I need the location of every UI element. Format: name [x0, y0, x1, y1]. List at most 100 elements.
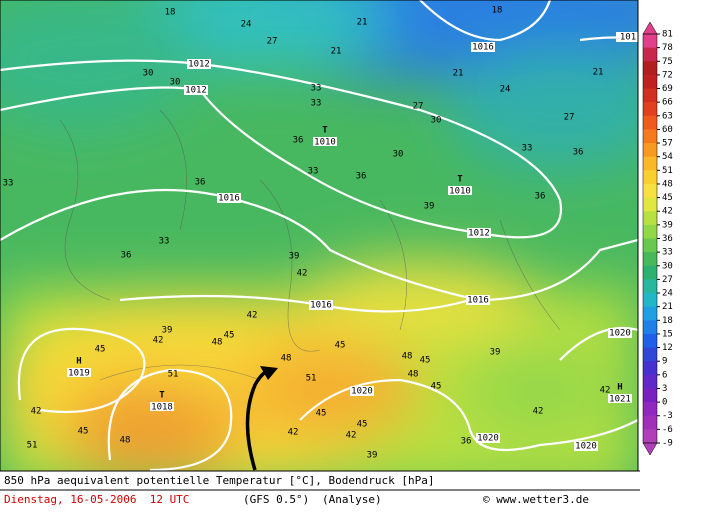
theta-label: 36 [535, 192, 546, 202]
theta-label: 42 [247, 311, 258, 321]
theta-label: 45 [357, 420, 368, 430]
colorbar-band [643, 293, 657, 308]
colorbar-band [643, 238, 657, 253]
isobar-label-bg [471, 42, 495, 52]
colorbar-band [643, 156, 657, 171]
isobar-label: 1016 [472, 43, 494, 53]
isobar-label-bg [217, 193, 241, 203]
theta-label: 33 [159, 237, 170, 247]
pressure-center-symbol: T [457, 175, 463, 185]
theta-label: 51 [306, 374, 317, 384]
theta-label: 36 [121, 251, 132, 261]
theta-label: 39 [424, 202, 435, 212]
colorbar-tick-label: 54 [662, 152, 673, 162]
isobar-label-bg [467, 228, 491, 238]
colorbar-band [643, 74, 657, 90]
theta-label: 45 [95, 345, 106, 355]
colorbar-tick-label: 27 [662, 275, 673, 285]
theta-label: 27 [564, 113, 575, 123]
theta-label: 33 [311, 84, 322, 94]
theta-label: 27 [267, 37, 278, 47]
colorbar-band [643, 102, 657, 117]
footer-run: (Analyse) [322, 493, 382, 506]
colorbar-band [643, 374, 657, 389]
colorbar-band [643, 61, 657, 76]
theta-label: 45 [335, 341, 346, 351]
colorbar-tick-label: 33 [662, 248, 673, 258]
pressure-center-label: 1018 [151, 403, 173, 413]
theta-label: 21 [453, 69, 464, 79]
isobar-label-bg [184, 85, 208, 95]
isobar-label: 1020 [477, 434, 499, 444]
colorbar-tick-label: 18 [662, 316, 673, 326]
colorbar-band [643, 115, 657, 130]
colorbar-band [643, 143, 657, 158]
isobar-label-bg [309, 300, 333, 310]
colorbar-tick-label: -3 [662, 411, 673, 421]
theta-label: 48 [212, 338, 223, 348]
isobar-label-bg [476, 433, 500, 443]
colorbar-band [643, 361, 657, 376]
theta-label: 42 [31, 407, 42, 417]
colorbar-band [643, 183, 657, 199]
colorbar-tick-label: 60 [662, 125, 673, 135]
colorbar-tick-label: 45 [662, 193, 673, 203]
colorbar-tick-label: 3 [662, 384, 667, 394]
pressure-center-label: 1021 [609, 395, 631, 405]
colorbar-band [643, 197, 657, 212]
theta-label: 33 [522, 144, 533, 154]
colorbar-band [643, 388, 657, 403]
pressure-center-bg [448, 186, 472, 195]
pressure-center-bg [67, 368, 91, 377]
theta-label: 51 [168, 370, 179, 380]
theta-label: 33 [308, 167, 319, 177]
colorbar-tick-label: 39 [662, 220, 673, 230]
colorbar-band [643, 47, 657, 62]
theta-label: 18 [492, 6, 503, 16]
isobar-label-bg [466, 295, 490, 305]
isobar-label: 101 [620, 33, 636, 43]
colorbar-band [643, 402, 657, 417]
colorbar-tick-label: 78 [662, 43, 673, 53]
colorbar-tick-label: 9 [662, 357, 667, 367]
colorbar-tick-label: 15 [662, 329, 673, 339]
isobar-label-bg [574, 441, 598, 451]
colorbar-band [643, 224, 657, 239]
colorbar-band [643, 129, 657, 144]
theta-label: 36 [195, 178, 206, 188]
theta-label: 36 [293, 136, 304, 146]
pressure-center-symbol: T [322, 126, 328, 136]
theta-label: 27 [413, 102, 424, 112]
theta-label: 48 [402, 352, 413, 362]
colorbar-tick-label: 66 [662, 98, 673, 108]
colorbar-tick-label: 42 [662, 207, 673, 217]
colorbar-tick-label: 57 [662, 139, 673, 149]
theta-label: 48 [408, 370, 419, 380]
theta-label: 30 [170, 78, 181, 88]
pressure-center-label: 1010 [314, 138, 336, 148]
colorbar-tick-label: 24 [662, 289, 673, 299]
isobar-label-bg [616, 32, 638, 42]
pressure-center-bg [150, 402, 174, 411]
theta-label: 39 [162, 326, 173, 336]
colorbar-band [643, 429, 657, 444]
colorbar-band [643, 279, 657, 294]
theta-label: 42 [346, 431, 357, 441]
colorbar: 8178757269666360575451484542393633302724… [642, 21, 673, 456]
theta-label: 24 [500, 85, 511, 95]
pressure-center-symbol: H [76, 357, 81, 367]
colorbar-band [643, 170, 657, 185]
theta-label: 21 [593, 68, 604, 78]
theta-label: 45 [316, 409, 327, 419]
theta-label: 24 [241, 20, 252, 30]
colorbar-tick-label: 6 [662, 370, 667, 380]
colorbar-bottom-cap [642, 442, 658, 456]
colorbar-band [643, 306, 657, 321]
theta-label: 18 [165, 8, 176, 18]
theta-label: 42 [288, 428, 299, 438]
footer-date: Dienstag, 16-05-2006 12 UTC [4, 493, 189, 506]
theta-label: 36 [573, 148, 584, 158]
colorbar-tick-label: 0 [662, 398, 667, 408]
colorbar-tick-label: 48 [662, 179, 673, 189]
